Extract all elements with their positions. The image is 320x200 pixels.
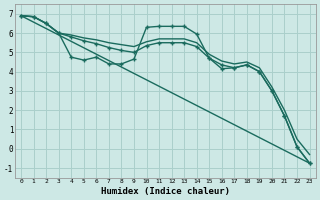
X-axis label: Humidex (Indice chaleur): Humidex (Indice chaleur)	[101, 187, 230, 196]
